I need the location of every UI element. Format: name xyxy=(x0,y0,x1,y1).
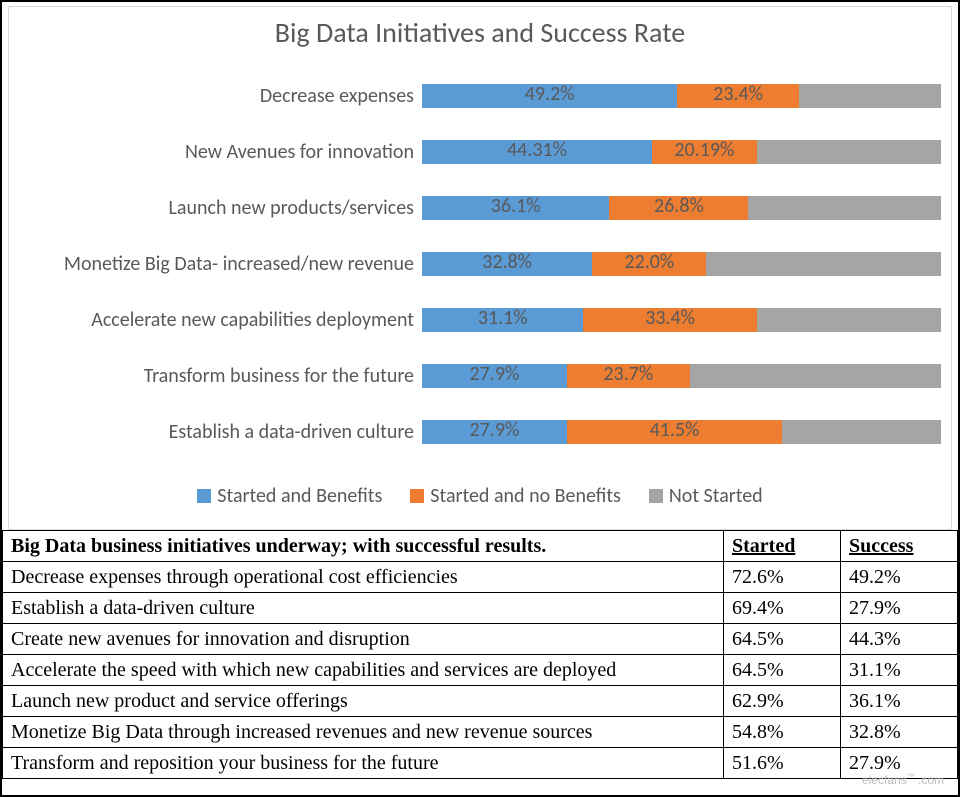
table-cell-success: 27.9% xyxy=(841,593,958,624)
chart-row-label: Monetize Big Data- increased/new revenue xyxy=(19,252,422,276)
table-cell-started: 51.6% xyxy=(724,748,841,779)
bar-value-label: 36.1% xyxy=(491,194,541,218)
bar-value-label: 27.9% xyxy=(470,362,520,386)
table-row: Establish a data-driven culture69.4%27.9… xyxy=(3,593,958,624)
table-row: Transform and reposition your business f… xyxy=(3,748,958,779)
chart-row: Transform business for the future 27.9% 23… xyxy=(19,348,941,404)
bar-value-label: 31.1% xyxy=(478,306,528,330)
table-cell-success: 49.2% xyxy=(841,562,958,593)
table-cell-label: Create new avenues for innovation and di… xyxy=(3,624,724,655)
chart-row: Monetize Big Data- increased/new revenue… xyxy=(19,236,941,292)
table-cell-success: 27.9% xyxy=(841,748,958,779)
table-row: Create new avenues for innovation and di… xyxy=(3,624,958,655)
table-cell-started: 64.5% xyxy=(724,624,841,655)
chart-container: Big Data Initiatives and Success Rate De… xyxy=(8,6,952,530)
chart-row: Accelerate new capabilities deployment31… xyxy=(19,292,941,348)
table-cell-started: 72.6% xyxy=(724,562,841,593)
bar-value-label: 49.2% xyxy=(525,82,575,106)
table-header-started: Started xyxy=(724,531,841,562)
legend-swatch xyxy=(410,489,424,503)
bar-value-label: 27.9% xyxy=(470,418,520,442)
data-table: Big Data business initiatives underway; … xyxy=(2,530,958,779)
bar-segment-not_started xyxy=(706,252,941,276)
legend-label: Started and no Benefits xyxy=(430,484,621,508)
table-cell-label: Launch new product and service offerings xyxy=(3,686,724,717)
table-cell-label: Monetize Big Data through increased reve… xyxy=(3,717,724,748)
chart-title: Big Data Initiatives and Success Rate xyxy=(19,15,941,50)
bar-value-label: 23.4% xyxy=(713,82,763,106)
table-cell-success: 44.3% xyxy=(841,624,958,655)
table-row: Launch new product and service offerings… xyxy=(3,686,958,717)
bar-segment-not_started xyxy=(757,140,941,164)
chart-row-label: Transform business for the future xyxy=(19,364,422,388)
legend-swatch xyxy=(197,489,211,503)
chart-row: Decrease expenses 49.2% 23.4% xyxy=(19,68,941,124)
table-cell-label: Accelerate the speed with which new capa… xyxy=(3,655,724,686)
table-header-success: Success xyxy=(841,531,958,562)
table-cell-success: 36.1% xyxy=(841,686,958,717)
bar-value-label: 26.8% xyxy=(654,194,704,218)
bar-value-label: 20.19% xyxy=(674,138,734,162)
table-row: Monetize Big Data through increased reve… xyxy=(3,717,958,748)
table-row: Accelerate the speed with which new capa… xyxy=(3,655,958,686)
chart-row-label: Accelerate new capabilities deployment xyxy=(19,308,422,332)
bar-segment-not_started xyxy=(690,364,941,388)
chart-row-label: Decrease expenses xyxy=(19,84,422,108)
bar-value-label: 41.5% xyxy=(650,418,700,442)
legend-label: Started and Benefits xyxy=(217,484,382,508)
legend-swatch xyxy=(649,489,663,503)
bar-segment-not_started xyxy=(799,84,941,108)
chart-row: Establish a data-driven culture 27.9% 41.5… xyxy=(19,404,941,460)
bar-track: 49.2% 23.4% xyxy=(422,84,941,108)
table-cell-started: 62.9% xyxy=(724,686,841,717)
bar-track: 32.8% 22.0% xyxy=(422,252,941,276)
bar-value-label: 22.0% xyxy=(624,250,674,274)
table-cell-success: 31.1% xyxy=(841,655,958,686)
table-cell-label: Establish a data-driven culture xyxy=(3,593,724,624)
table-cell-started: 64.5% xyxy=(724,655,841,686)
table-row: Decrease expenses through operational co… xyxy=(3,562,958,593)
table-cell-label: Transform and reposition your business f… xyxy=(3,748,724,779)
table-cell-success: 32.8% xyxy=(841,717,958,748)
bar-segment-not_started xyxy=(748,196,941,220)
bar-value-label: 23.7% xyxy=(603,362,653,386)
chart-row: New Avenues for innovation 44.31% 20.19% xyxy=(19,124,941,180)
table-cell-label: Decrease expenses through operational co… xyxy=(3,562,724,593)
bar-track: 27.9% 41.5% xyxy=(422,420,941,444)
bar-track: 36.1% 26.8% xyxy=(422,196,941,220)
table-cell-started: 69.4% xyxy=(724,593,841,624)
legend-label: Not Started xyxy=(669,484,763,508)
chart-legend: Started and Benefits Started and no Benef… xyxy=(19,484,941,509)
bar-track: 44.31% 20.19% xyxy=(422,140,941,164)
legend-item: Started and Benefits xyxy=(197,484,382,508)
bar-segment-not_started xyxy=(782,420,941,444)
chart-plot: Decrease expenses 49.2% 23.4% New Avenues f… xyxy=(19,68,941,460)
bar-track: 27.9% 23.7% xyxy=(422,364,941,388)
chart-row-label: Establish a data-driven culture xyxy=(19,420,422,444)
bar-segment-not_started xyxy=(757,308,941,332)
bar-value-label: 33.4% xyxy=(645,306,695,330)
bar-track: 31.1% 33.4% xyxy=(422,308,941,332)
legend-item: Not Started xyxy=(649,484,763,508)
legend-item: Started and no Benefits xyxy=(410,484,621,508)
table-cell-started: 54.8% xyxy=(724,717,841,748)
bar-value-label: 32.8% xyxy=(482,250,532,274)
chart-row-label: New Avenues for innovation xyxy=(19,140,422,164)
bar-value-label: 44.31% xyxy=(507,138,567,162)
chart-row: Launch new products/services 36.1% 26.8% xyxy=(19,180,941,236)
table-header-title: Big Data business initiatives underway; … xyxy=(3,531,724,562)
table-header-row: Big Data business initiatives underway; … xyxy=(3,531,958,562)
chart-row-label: Launch new products/services xyxy=(19,196,422,220)
